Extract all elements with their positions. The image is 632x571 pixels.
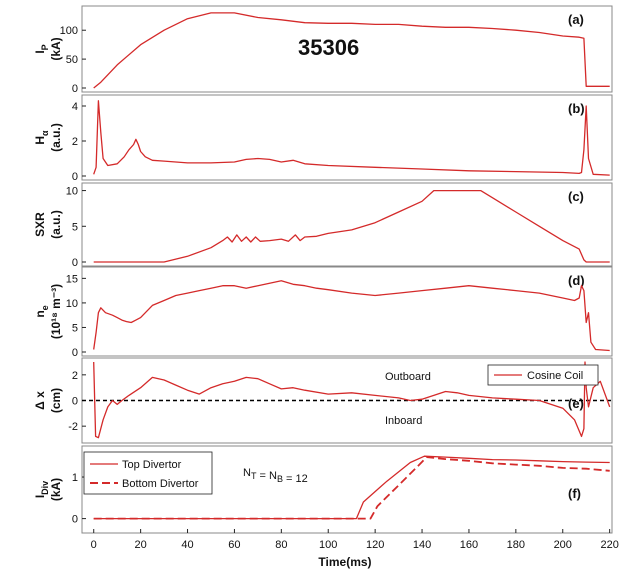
annotation-sub: T [251, 471, 257, 481]
y-tick-label: 0 [72, 83, 78, 95]
x-axis-ticks: 0 20 40 60 80 100 120 140 160 180 200 220 [91, 529, 619, 551]
y-axis-label: Δ x [33, 391, 47, 410]
y-axis-label-main: I [33, 50, 47, 53]
x-tick-label: 80 [275, 539, 287, 551]
panel-label: (c) [568, 189, 584, 204]
y-axis-unit: (10¹⁸ m⁻³) [49, 284, 63, 339]
panel-a: 0 50 100 IP (kA) (a) [33, 5, 613, 95]
panel-d: 0 5 10 15 ne (10¹⁸ m⁻³) (d) [33, 266, 613, 359]
y-axis-label-main: Δ x [33, 391, 47, 410]
series-line-bottom-divertor [93, 456, 610, 520]
y-tick-label: 50 [66, 54, 78, 66]
panel-c: 0 5 10 SXR (a.u.) (c) [33, 182, 613, 269]
x-tick-label: 220 [600, 539, 618, 551]
x-axis-label: Time(ms) [318, 555, 371, 569]
y-axis-label: IDiv [33, 481, 50, 498]
x-tick-label: 100 [319, 539, 337, 551]
y-axis-unit: (a.u.) [49, 123, 63, 152]
y-axis-label-sub: e [40, 305, 50, 310]
y-tick-label: 2 [72, 136, 78, 148]
panel-label: (f) [568, 486, 581, 501]
panel-frame [81, 5, 613, 93]
x-tick-label: 120 [366, 539, 384, 551]
annotation-outboard: Outboard [385, 371, 431, 383]
y-axis-unit: (kA) [49, 37, 63, 60]
y-tick-label: 10 [66, 186, 78, 198]
annotation-part: = 12 [283, 473, 308, 485]
y-tick-label: 10 [66, 298, 78, 310]
y-axis-unit: (a.u.) [49, 210, 63, 239]
y-tick-label: -2 [68, 421, 78, 433]
y-axis-label-main: H [33, 136, 47, 145]
y-tick-label: 0 [72, 171, 78, 183]
y-axis-unit: (cm) [49, 388, 63, 413]
y-tick-label: 1 [72, 472, 78, 484]
shot-number: 35306 [298, 35, 359, 60]
legend: Cosine Coil [487, 364, 599, 386]
panel-b: 0 2 4 Hα (a.u.) (b) [33, 94, 613, 183]
panel-e: -2 0 2 Δ x (cm) (e) Outboard Inboard Cosine Coil [33, 357, 613, 444]
y-axis-unit: (kA) [49, 478, 63, 501]
y-tick-label: 0 [72, 257, 78, 269]
y-tick-label: 0 [72, 396, 78, 408]
y-axis-label: Hα [33, 130, 50, 145]
panel-frame [81, 182, 613, 267]
series-line-trace [93, 100, 610, 176]
x-tick-label: 140 [413, 539, 431, 551]
annotation-coil-count: NT = NB = 12 [243, 467, 308, 485]
x-tick-label: 0 [91, 539, 97, 551]
panel-f: 0 1 IDiv (kA) (f) Top Divertor Bottom Divertor… [33, 445, 613, 534]
series-line-trace [93, 12, 610, 89]
y-axis-label-main: n [33, 310, 47, 317]
y-tick-label: 5 [72, 322, 78, 334]
y-axis-label-main: I [33, 495, 47, 498]
y-axis-label: ne [33, 305, 50, 317]
x-tick-label: 200 [554, 539, 572, 551]
y-axis-label-main: SXR [33, 212, 47, 237]
annotation-part: = N [256, 470, 277, 482]
annotation-inboard: Inboard [385, 415, 422, 427]
y-axis-label: IP [33, 44, 50, 53]
y-tick-label: 0 [72, 514, 78, 526]
panel-label: (d) [568, 273, 585, 288]
x-tick-label: 40 [181, 539, 193, 551]
panel-label: (a) [568, 12, 584, 27]
x-tick-label: 20 [135, 539, 147, 551]
y-axis-label-sub: α [40, 130, 50, 136]
y-tick-label: 15 [66, 273, 78, 285]
x-tick-label: 160 [460, 539, 478, 551]
y-tick-label: 4 [72, 101, 78, 113]
y-axis-label-sub: Div [40, 481, 50, 495]
panel-frame [81, 94, 613, 181]
legend-label: Cosine Coil [527, 370, 583, 382]
series-line-trace [93, 280, 610, 352]
annotation-part: N [243, 467, 251, 479]
y-axis-label-sub: P [40, 44, 50, 50]
legend: Top Divertor Bottom Divertor [83, 451, 213, 495]
legend-label: Bottom Divertor [122, 478, 199, 490]
annotation-sub: B [277, 474, 283, 484]
y-tick-label: 0 [72, 347, 78, 359]
legend-box [83, 451, 213, 495]
y-tick-label: 2 [72, 370, 78, 382]
legend-label: Top Divertor [122, 459, 182, 471]
x-tick-label: 180 [507, 539, 525, 551]
y-tick-label: 5 [72, 221, 78, 233]
y-tick-label: 100 [60, 25, 78, 37]
x-tick-label: 60 [228, 539, 240, 551]
series-line-top-divertor [93, 455, 610, 520]
panel-frame [81, 266, 613, 357]
y-axis-label: SXR [33, 212, 47, 237]
panel-frame [81, 445, 613, 534]
panel-label: (e) [568, 396, 584, 411]
panel-label: (b) [568, 101, 585, 116]
series-line-trace [93, 189, 610, 263]
series-line-cosine-coil [93, 361, 611, 439]
legend-box [487, 364, 599, 386]
